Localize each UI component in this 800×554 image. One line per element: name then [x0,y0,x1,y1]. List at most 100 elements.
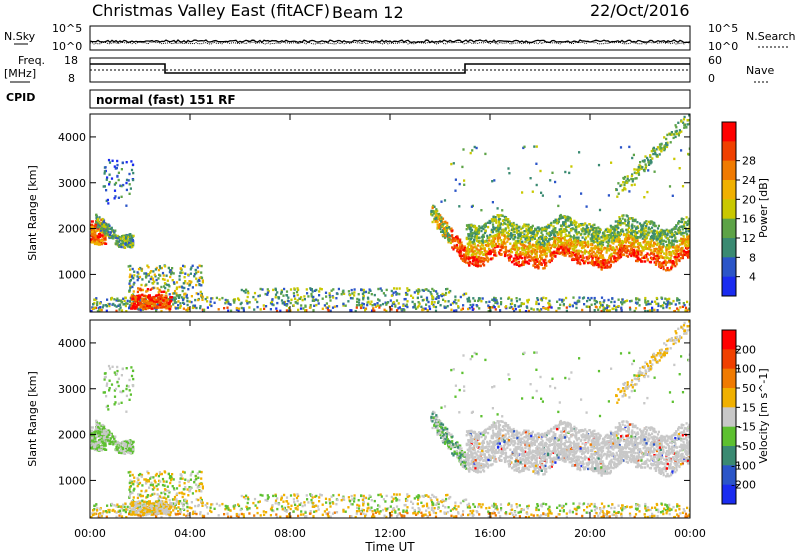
power-cell [534,227,537,231]
power-cell [624,188,627,191]
power-cell [587,235,590,238]
power-cell [376,304,379,307]
power-cell [498,218,501,221]
power-cell [122,183,125,187]
power-cell [559,240,563,244]
power-cell [269,302,273,305]
power-cell [614,248,617,251]
power-cell [513,230,516,234]
power-cell [659,265,662,268]
power-cell [507,233,510,236]
power-cell [654,300,657,303]
power-cell [555,309,558,312]
power-cell [129,243,132,247]
power-cell [564,222,567,226]
power-cell [631,227,634,230]
power-cell [623,222,626,225]
power-cell [309,287,312,290]
power-cell [305,309,308,312]
power-cell [545,227,548,231]
power-cell [514,259,517,262]
power-cell [455,302,458,305]
power-cell [687,219,690,222]
power-cell [550,237,553,240]
power-cell [484,258,488,262]
power-cell [535,264,538,268]
power-cell [479,252,482,256]
power-cell [597,308,600,311]
power-cell [688,307,690,310]
power-cell [592,241,595,244]
power-cell [492,304,495,308]
power-cell [98,221,101,225]
power-cell [566,252,569,255]
power-cell [587,305,590,308]
power-cell [617,243,621,246]
power-cell [649,241,652,244]
noise-panel-frame [89,25,691,51]
power-cell [632,236,635,240]
power-cell [631,238,634,241]
power-cell [632,219,635,222]
power-cell [95,214,98,217]
power-cell [646,190,649,194]
power-cell [393,287,396,290]
power-cell [246,290,250,293]
power-cell [259,308,262,311]
power-cell [487,252,490,256]
power-cell [530,234,533,237]
power-cell [175,287,178,291]
power-cell [435,216,438,220]
power-cell [403,298,406,301]
power-cell [638,222,642,225]
power-cell [185,295,188,298]
power-cell [470,244,473,247]
power-cell [646,156,649,160]
power-cell [678,302,681,305]
power-cell [533,261,536,265]
power-cell [666,298,669,301]
power-cell [164,299,168,303]
power-cell [552,231,555,234]
power-cell [600,296,604,299]
power-cell [632,254,635,257]
power-cell [143,303,147,306]
power-cell [665,269,668,272]
power-cell [653,149,657,153]
power-cell [554,239,557,242]
power-cell [626,238,629,242]
power-cell [644,298,647,302]
power-cell [534,246,537,249]
power-cell [544,258,547,261]
power-cell [528,226,531,230]
power-cell [469,303,472,307]
power-cell [461,245,464,248]
power-cell [595,229,598,232]
power-cell [497,305,500,308]
power-cell [482,259,485,262]
power-cell [631,250,634,253]
power-cell [534,258,538,262]
power-cell [652,232,656,236]
power-cell [519,304,522,308]
power-cell [660,150,663,153]
power-cell [182,264,185,268]
power-cell [645,224,648,228]
power-cell [531,238,534,241]
power-cell [553,236,556,239]
power-cell [108,173,111,176]
power-cell [600,254,603,258]
power-cell [133,299,137,303]
power-cell [643,159,646,162]
power-cell [635,252,638,255]
power-cell [173,298,176,301]
power-cell [297,308,300,312]
power-cell [540,251,543,254]
power-cell [465,261,468,264]
power-cell [392,301,395,304]
power-cell [200,292,203,296]
power-cell [638,298,641,302]
power-cell [495,234,498,238]
power-cell [223,307,226,310]
power-cell [435,214,438,217]
